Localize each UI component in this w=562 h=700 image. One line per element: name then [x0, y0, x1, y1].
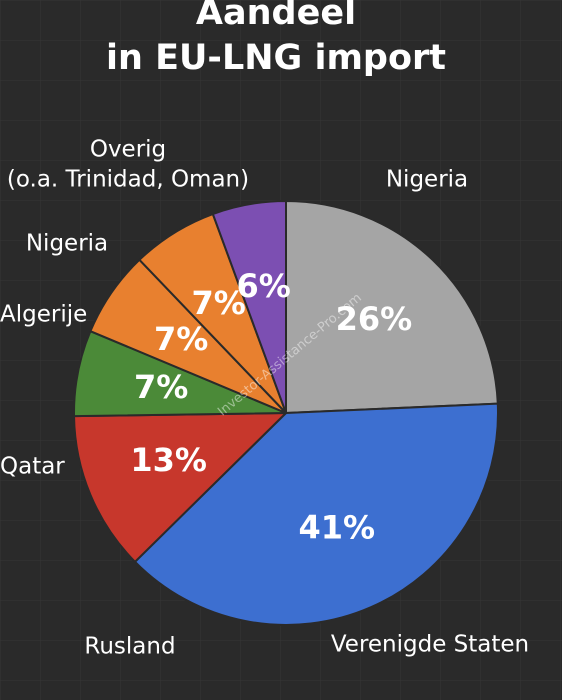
value-label: 7% — [134, 368, 188, 406]
pie-slice — [285, 199, 499, 415]
category-label: Overig — [90, 137, 166, 163]
value-label: 41% — [299, 509, 376, 547]
pie-slice — [211, 199, 287, 414]
category-label: Qatar — [0, 454, 65, 480]
category-label: Algerije — [0, 302, 87, 328]
value-label: 7% — [154, 320, 208, 358]
pie-slice — [73, 411, 289, 564]
value-label: 13% — [130, 441, 207, 479]
chart-title: in EU-LNG import — [106, 38, 446, 78]
value-label: 7% — [192, 284, 246, 322]
value-label: 26% — [336, 300, 413, 338]
category-label: Rusland — [84, 634, 175, 660]
pie-slice — [133, 402, 499, 626]
value-label: 6% — [237, 267, 291, 305]
category-label: Nigeria — [386, 167, 468, 193]
category-label: (o.a. Trinidad, Oman) — [7, 167, 249, 193]
category-label: Verenigde Staten — [331, 632, 529, 658]
category-label: Nigeria — [26, 231, 108, 257]
chart-title: Aandeel — [196, 0, 356, 33]
